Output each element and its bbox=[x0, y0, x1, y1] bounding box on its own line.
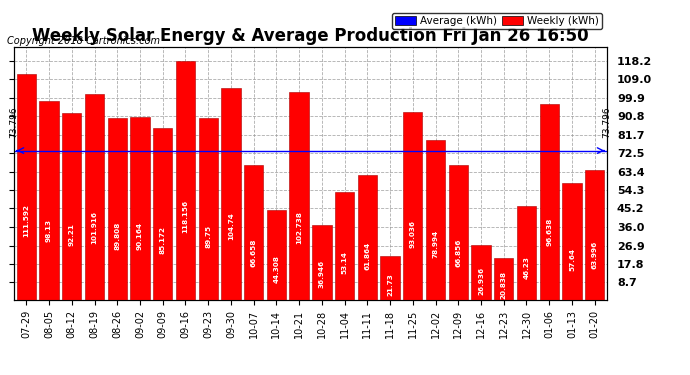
Text: 44.308: 44.308 bbox=[273, 255, 279, 282]
Text: 101.916: 101.916 bbox=[92, 211, 97, 244]
Text: 92.21: 92.21 bbox=[69, 223, 75, 246]
Bar bbox=[403, 112, 422, 300]
Text: 21.73: 21.73 bbox=[387, 273, 393, 296]
Text: 53.14: 53.14 bbox=[342, 251, 348, 274]
Bar bbox=[176, 61, 195, 300]
Text: 104.74: 104.74 bbox=[228, 212, 234, 240]
Bar bbox=[380, 256, 400, 300]
Bar bbox=[471, 246, 491, 300]
Text: 102.738: 102.738 bbox=[296, 211, 302, 244]
Text: 66.658: 66.658 bbox=[250, 238, 257, 267]
Text: 118.156: 118.156 bbox=[182, 200, 188, 233]
Text: 26.936: 26.936 bbox=[478, 267, 484, 295]
Bar bbox=[448, 165, 468, 300]
Bar bbox=[335, 192, 354, 300]
Text: 73.796: 73.796 bbox=[602, 107, 612, 138]
Text: 85.172: 85.172 bbox=[159, 226, 166, 254]
Bar bbox=[199, 118, 218, 300]
Bar bbox=[585, 170, 604, 300]
Bar bbox=[221, 88, 241, 300]
Bar bbox=[244, 165, 264, 300]
Bar bbox=[312, 225, 331, 300]
Text: 66.856: 66.856 bbox=[455, 238, 462, 267]
Text: 73.796: 73.796 bbox=[9, 107, 19, 138]
Bar bbox=[494, 258, 513, 300]
Bar bbox=[357, 175, 377, 300]
Text: 89.75: 89.75 bbox=[205, 225, 211, 248]
Text: 20.838: 20.838 bbox=[501, 271, 506, 299]
Bar bbox=[130, 117, 150, 300]
Text: 96.638: 96.638 bbox=[546, 217, 552, 246]
Bar bbox=[62, 113, 81, 300]
Text: 46.23: 46.23 bbox=[524, 256, 529, 279]
Text: 98.13: 98.13 bbox=[46, 219, 52, 242]
Text: 63.996: 63.996 bbox=[592, 240, 598, 269]
Bar bbox=[153, 128, 172, 300]
Title: Weekly Solar Energy & Average Production Fri Jan 26 16:50: Weekly Solar Energy & Average Production… bbox=[32, 27, 589, 45]
Text: 90.164: 90.164 bbox=[137, 222, 143, 250]
Text: 93.036: 93.036 bbox=[410, 220, 416, 248]
Text: 36.946: 36.946 bbox=[319, 260, 325, 288]
Bar bbox=[108, 118, 127, 300]
Bar bbox=[540, 104, 559, 300]
Bar bbox=[562, 183, 582, 300]
Text: 111.592: 111.592 bbox=[23, 204, 29, 237]
Bar bbox=[17, 74, 36, 300]
Legend: Average (kWh), Weekly (kWh): Average (kWh), Weekly (kWh) bbox=[392, 13, 602, 29]
Bar bbox=[39, 101, 59, 300]
Text: 89.808: 89.808 bbox=[115, 222, 120, 251]
Bar bbox=[517, 206, 536, 300]
Bar bbox=[85, 94, 104, 300]
Text: 57.64: 57.64 bbox=[569, 248, 575, 271]
Bar bbox=[267, 210, 286, 300]
Text: 78.994: 78.994 bbox=[433, 230, 439, 258]
Bar bbox=[290, 92, 309, 300]
Text: Copyright 2018 Cartronics.com: Copyright 2018 Cartronics.com bbox=[7, 36, 160, 46]
Text: 61.864: 61.864 bbox=[364, 242, 371, 270]
Bar bbox=[426, 140, 445, 300]
